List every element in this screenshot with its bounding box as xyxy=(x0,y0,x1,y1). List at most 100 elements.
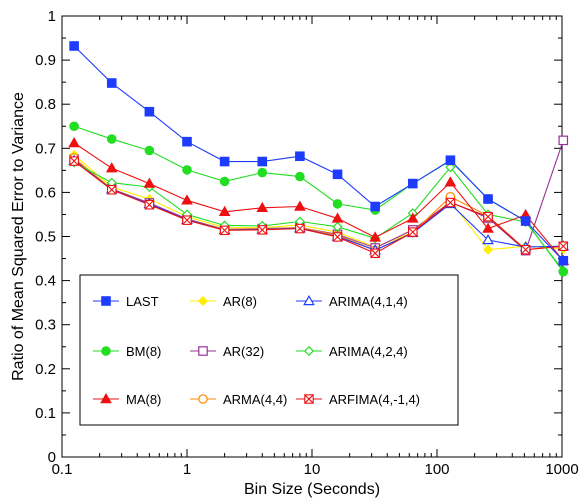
y-tick-label: 0.1 xyxy=(35,405,56,422)
point-arfima-4-1-4 xyxy=(558,241,569,251)
x-tick-label: 0.1 xyxy=(52,461,73,478)
legend-marker xyxy=(101,346,111,356)
point-arfima-4-1-4 xyxy=(332,232,343,242)
point-last xyxy=(182,136,192,147)
legend-entry-ar-8: AR(8) xyxy=(190,294,257,309)
legend-entry-ma-8: MA(8) xyxy=(93,392,161,407)
legend-label: ARMA(4,4) xyxy=(223,392,287,407)
point-ma-8 xyxy=(444,176,457,187)
point-ma-8 xyxy=(218,205,231,217)
series-ma-8 xyxy=(68,136,570,265)
point-ma-8 xyxy=(482,222,494,233)
point-bm-8 xyxy=(295,171,305,182)
legend-entry-ar-32: AR(32) xyxy=(190,344,264,359)
point-last xyxy=(558,255,569,266)
x-tick-label: 1000 xyxy=(545,461,578,478)
point-arfima-4-1-4 xyxy=(295,223,305,234)
y-tick-label: 0.9 xyxy=(35,52,56,69)
point-last xyxy=(445,155,456,166)
point-last xyxy=(106,78,117,88)
point-ar-8 xyxy=(482,244,494,255)
point-arfima-4-1-4 xyxy=(144,199,155,210)
point-arima-4-1-4 xyxy=(482,234,494,245)
legend-label: MA(8) xyxy=(126,392,161,407)
point-arfima-4-1-4 xyxy=(520,244,531,255)
legend-marker xyxy=(303,345,315,357)
y-tick-label: 1 xyxy=(48,8,56,25)
point-arfima-4-1-4 xyxy=(370,248,380,259)
legend-entry-arfima-4-1-4: ARFIMA(4,-1,4) xyxy=(296,392,420,407)
series-line-last xyxy=(73,45,564,262)
point-arfima-4-1-4 xyxy=(483,211,493,222)
legend-marker xyxy=(197,295,209,307)
point-bm-8 xyxy=(257,167,268,178)
point-bm-8 xyxy=(558,266,569,277)
x-axis-title: Bin Size (Seconds) xyxy=(244,481,380,498)
point-ma-8 xyxy=(406,212,419,223)
point-ma-8 xyxy=(369,231,381,242)
legend-box xyxy=(79,274,459,426)
point-bm-8 xyxy=(332,199,343,209)
point-last xyxy=(144,106,155,117)
y-tick-label: 0 xyxy=(48,449,56,466)
point-bm-8 xyxy=(69,121,79,132)
point-ma-8 xyxy=(143,177,156,188)
y-tick-label: 0.8 xyxy=(35,96,56,113)
point-ma-8 xyxy=(68,136,80,148)
point-last xyxy=(332,169,343,180)
point-ma-8 xyxy=(294,200,306,211)
point-last xyxy=(257,156,268,167)
point-arfima-4-1-4 xyxy=(69,156,79,166)
series-line-arima-4-2-4 xyxy=(73,161,564,271)
y-tick-label: 0.3 xyxy=(35,317,56,334)
legend-marker xyxy=(198,346,208,356)
point-ma-8 xyxy=(181,194,193,205)
series-layer xyxy=(68,41,570,277)
legend-label: ARIMA(4,1,4) xyxy=(329,294,408,309)
series-arfima-4-1-4 xyxy=(69,156,569,259)
legend-label: ARIMA(4,2,4) xyxy=(329,344,408,359)
legend-label: ARFIMA(4,-1,4) xyxy=(329,392,420,407)
legend-marker xyxy=(100,392,112,404)
point-bm-8 xyxy=(219,176,230,187)
y-tick-label: 0.6 xyxy=(35,184,56,201)
x-tick-label: 10 xyxy=(304,461,321,478)
point-last xyxy=(219,156,230,167)
y-tick-label: 0.2 xyxy=(35,361,56,378)
point-last xyxy=(483,194,493,204)
point-last xyxy=(520,216,531,226)
series-line-ma-8 xyxy=(73,142,564,262)
point-ma-8 xyxy=(256,201,269,213)
point-arfima-4-1-4 xyxy=(182,215,192,225)
point-arima-4-2-4 xyxy=(445,162,456,173)
axes: 0.1 1 10 100 100000.10.20.30.40.50.60.70.80.… xyxy=(35,8,579,478)
legend-entry-bm-8: BM(8) xyxy=(93,344,161,359)
point-last xyxy=(69,41,79,51)
legend-entry-arima-4-2-4: ARIMA(4,2,4) xyxy=(296,344,408,359)
point-arfima-4-1-4 xyxy=(219,225,230,236)
point-arfima-4-1-4 xyxy=(106,185,117,195)
legend-marker xyxy=(198,394,208,404)
point-last xyxy=(407,178,418,189)
point-last xyxy=(370,201,380,212)
y-tick-label: 0.5 xyxy=(35,229,56,246)
point-bm-8 xyxy=(144,145,155,156)
point-ma-8 xyxy=(105,162,118,173)
y-tick-label: 0.4 xyxy=(35,273,56,290)
point-arfima-4-1-4 xyxy=(257,225,268,235)
point-bm-8 xyxy=(182,165,192,175)
x-tick-label: 1 xyxy=(183,461,191,478)
legend: LAST AR(8) ARIMA(4,1,4) BM(8) AR(32) ARIMA(4,… xyxy=(79,274,459,426)
y-tick-label: 0.7 xyxy=(35,140,56,157)
point-arfima-4-1-4 xyxy=(408,227,418,237)
series-line-ar-8 xyxy=(73,154,564,251)
legend-entry-arma-4-4: ARMA(4,4) xyxy=(190,392,287,407)
legend-marker xyxy=(303,294,315,306)
legend-marker xyxy=(304,394,314,404)
legend-label: LAST xyxy=(126,294,159,309)
point-last xyxy=(295,151,305,162)
legend-entry-last: LAST xyxy=(93,294,159,309)
point-ar-32 xyxy=(558,135,569,146)
legend-label: AR(8) xyxy=(223,294,257,309)
point-ma-8 xyxy=(331,212,344,223)
